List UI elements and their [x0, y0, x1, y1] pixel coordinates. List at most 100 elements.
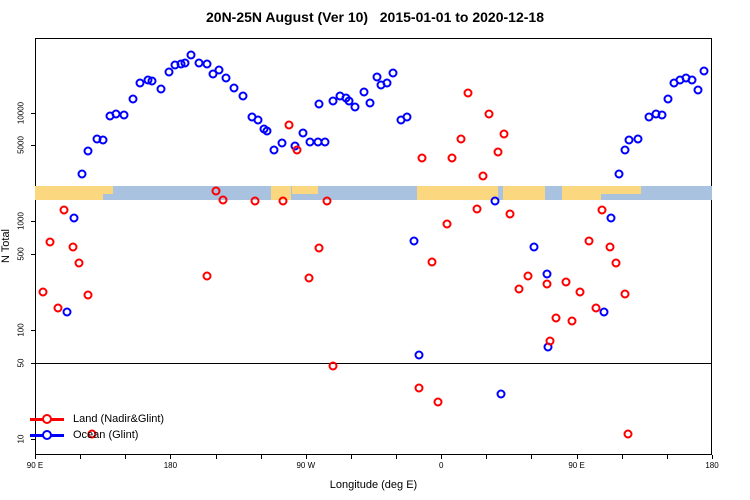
- data-point-land: [417, 153, 427, 163]
- data-point-land: [218, 195, 228, 205]
- x-axis-tick: [441, 455, 443, 459]
- data-point-ocean: [238, 91, 248, 101]
- y-axis-tick-label: 50: [16, 358, 26, 368]
- data-point-land: [545, 336, 555, 346]
- data-point-land: [45, 237, 55, 247]
- data-point-ocean: [365, 98, 375, 108]
- data-point-land: [505, 209, 515, 219]
- data-point-land: [250, 196, 260, 206]
- y-axis-tick-label: 10000: [16, 101, 26, 124]
- x-axis-tick-label: 90 E: [26, 461, 44, 470]
- data-point-ocean: [147, 76, 157, 86]
- y-axis-tick-label: 100: [16, 323, 26, 337]
- y-axis-tick-label: 10: [16, 434, 26, 444]
- map-band-land: [292, 186, 318, 195]
- data-point-ocean: [164, 67, 174, 77]
- y-axis-tick: [31, 253, 35, 255]
- data-point-ocean: [214, 65, 224, 75]
- data-point-land: [567, 316, 577, 326]
- x-axis-tick: [621, 455, 623, 459]
- map-band-land: [502, 186, 545, 200]
- data-point-ocean: [62, 307, 72, 317]
- x-axis-tick: [666, 455, 668, 459]
- map-band-land: [417, 186, 499, 200]
- x-axis-tick: [305, 455, 307, 459]
- y-axis-tick: [31, 112, 35, 114]
- map-band-land: [561, 186, 601, 200]
- data-point-land: [456, 134, 466, 144]
- data-point-ocean: [620, 145, 630, 155]
- legend-item-land: Land (Nadir&Glint): [30, 411, 164, 427]
- data-point-ocean: [542, 269, 551, 279]
- data-point-land: [433, 397, 443, 406]
- data-point-land: [584, 236, 594, 246]
- chart-title: 20N-25N August (Ver 10) 2015-01-01 to 20…: [206, 9, 544, 25]
- data-point-ocean: [529, 242, 539, 252]
- data-point-ocean: [77, 169, 87, 179]
- data-point-land: [611, 258, 621, 268]
- data-point-ocean: [221, 73, 231, 83]
- data-point-ocean: [633, 134, 643, 144]
- data-point-ocean: [262, 126, 272, 136]
- x-axis-tick-label: 0: [438, 461, 444, 470]
- x-axis-tick: [531, 455, 533, 459]
- data-point-land: [211, 186, 221, 196]
- data-point-ocean: [277, 138, 287, 148]
- data-point-ocean: [269, 145, 279, 155]
- data-point-land: [292, 145, 302, 155]
- data-point-land: [463, 88, 473, 98]
- data-point-land: [59, 205, 69, 215]
- data-point-land: [284, 120, 294, 130]
- x-axis-label: Longitude (deg E): [329, 479, 418, 491]
- data-point-ocean: [490, 196, 500, 206]
- data-point-ocean: [186, 50, 196, 60]
- plot-frame: [35, 38, 712, 455]
- data-point-land: [322, 196, 332, 206]
- x-axis-tick-label: 180: [163, 461, 178, 470]
- data-point-land: [53, 303, 63, 313]
- data-point-land: [484, 109, 494, 119]
- ocean-legend-circle-icon: [42, 429, 52, 440]
- data-point-land: [499, 129, 509, 139]
- data-point-ocean: [98, 135, 108, 145]
- data-point-land: [597, 205, 607, 215]
- legend-item-ocean: Ocean (Glint): [30, 427, 164, 443]
- data-point-land: [551, 313, 561, 323]
- data-point-ocean: [298, 128, 308, 138]
- data-point-land: [83, 290, 93, 300]
- data-point-land: [493, 147, 503, 157]
- reference-line-n50: [35, 362, 712, 364]
- data-point-land: [623, 429, 633, 439]
- y-axis-tick: [31, 362, 35, 364]
- y-axis-tick-label: 500: [16, 247, 26, 261]
- x-axis-tick-label: 180: [705, 461, 719, 470]
- data-point-ocean: [402, 112, 412, 122]
- x-axis-tick: [350, 455, 352, 459]
- data-point-ocean: [314, 99, 324, 109]
- data-point-land: [202, 271, 211, 281]
- data-point-ocean: [663, 94, 673, 104]
- data-point-ocean: [344, 96, 354, 106]
- data-point-ocean: [119, 110, 129, 120]
- data-point-land: [427, 257, 437, 267]
- data-point-ocean: [409, 236, 419, 246]
- data-point-ocean: [657, 110, 667, 120]
- data-point-land: [87, 429, 97, 439]
- data-point-ocean: [614, 169, 624, 179]
- data-point-land: [561, 277, 571, 287]
- data-point-ocean: [69, 213, 79, 223]
- data-point-ocean: [372, 72, 381, 82]
- data-point-ocean: [359, 87, 369, 97]
- map-band-land: [600, 186, 642, 195]
- data-point-land: [575, 287, 585, 297]
- data-point-land: [472, 204, 482, 214]
- ocean-series-symbol: [30, 429, 64, 441]
- data-point-ocean: [496, 389, 506, 399]
- data-point-ocean: [599, 307, 609, 317]
- x-axis-tick: [170, 455, 172, 459]
- data-point-ocean: [229, 83, 239, 93]
- map-band-land: [35, 186, 103, 200]
- data-point-land: [447, 153, 457, 163]
